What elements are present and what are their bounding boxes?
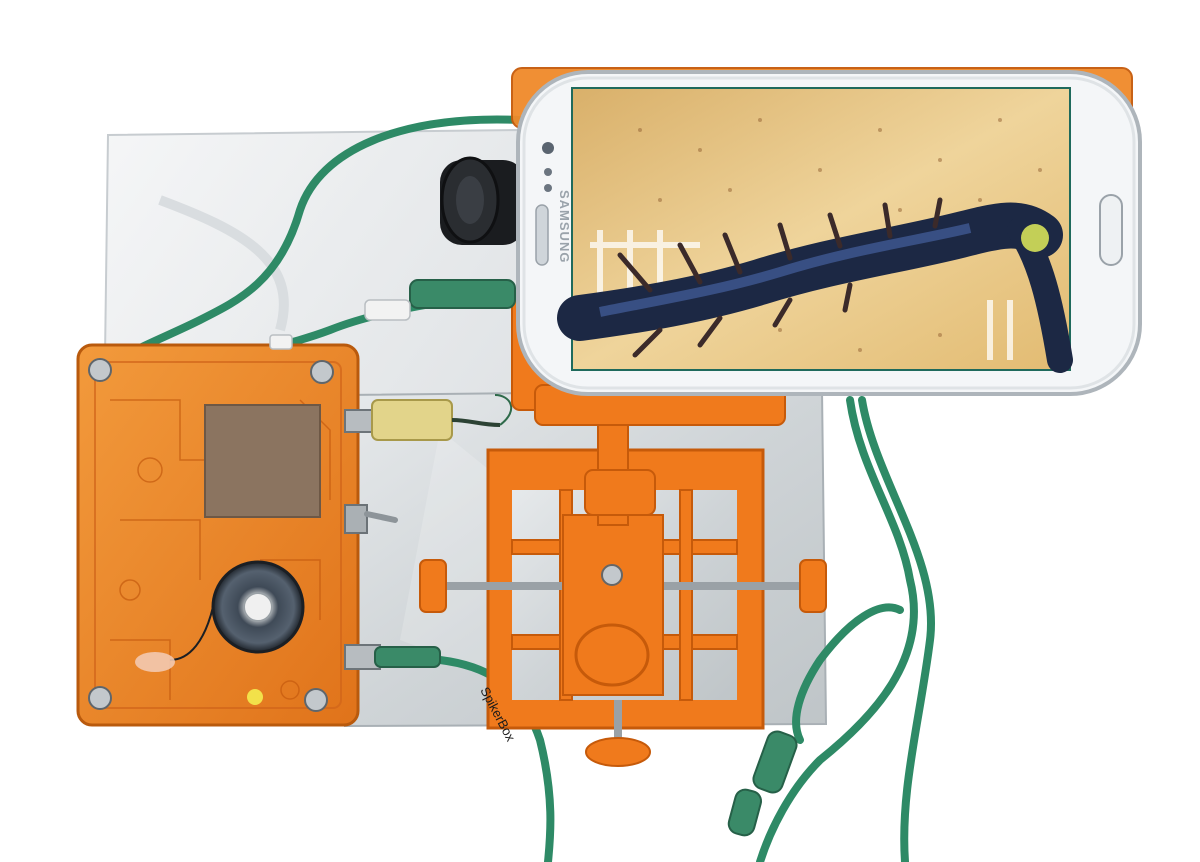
rca-jack: [344, 394, 513, 441]
cable-right-a: [756, 396, 918, 862]
spikerbox-enclosure: [76, 343, 513, 727]
corner-screws: [88, 358, 334, 712]
phone-audio-plug: [269, 279, 516, 350]
smartphone: SAMSUNG: [516, 70, 1142, 396]
insect-leg: [557, 197, 1073, 373]
toggle-switch: [344, 504, 398, 534]
cable-right-c: [792, 603, 904, 744]
home-button: [1099, 194, 1123, 266]
audio-jack: [344, 644, 441, 670]
micromanipulator: [419, 394, 827, 767]
fine-knob: [574, 623, 650, 687]
cable-right-b: [858, 396, 936, 862]
lens-clip: [440, 156, 525, 245]
cable-bottom-out: [436, 656, 555, 862]
rod-knobs: [419, 559, 827, 613]
cork-pad: [204, 404, 321, 518]
inline-connectors: [727, 730, 798, 837]
led: [135, 652, 175, 672]
bottom-knob: [585, 737, 651, 767]
phone-brand: SAMSUNG: [557, 190, 572, 263]
